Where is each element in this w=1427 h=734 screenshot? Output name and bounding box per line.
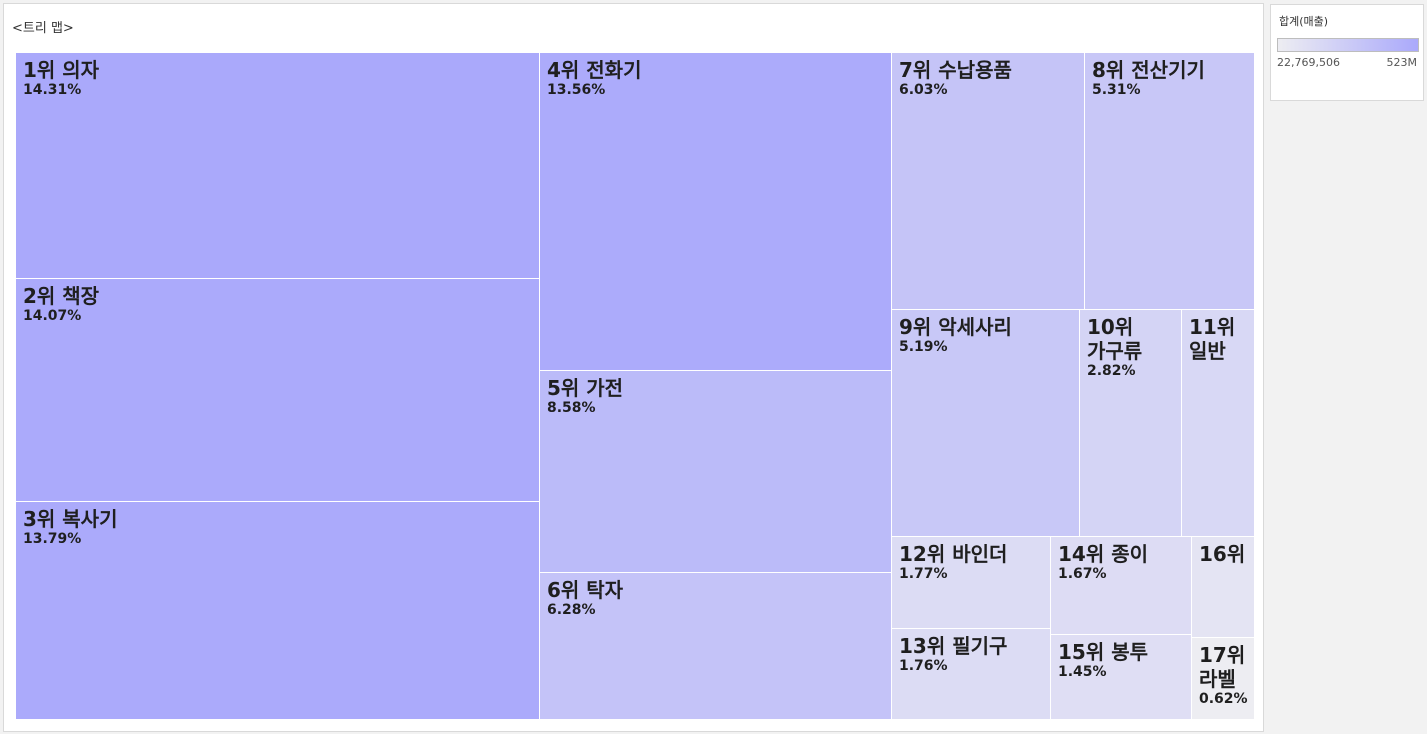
tile-percentage: 2.82% xyxy=(1087,363,1136,379)
treemap-tile[interactable]: 15위 봉투 1.45% xyxy=(1051,635,1192,720)
treemap-tile[interactable]: 6위 탁자 6.28% xyxy=(540,573,892,720)
tile-label: 12위 바인더 1.77% xyxy=(899,542,1008,582)
tile-label: 5위 가전 8.58% xyxy=(547,376,624,416)
chart-title: <트리 맵> xyxy=(12,21,74,36)
legend-max-label: 523M xyxy=(1386,56,1418,69)
tile-label: 4위 전화기 13.56% xyxy=(547,58,642,98)
treemap-tile[interactable]: 9위 악세사리 5.19% xyxy=(892,310,1080,537)
tile-percentage: 5.31% xyxy=(1092,82,1141,98)
tile-percentage: 1.77% xyxy=(899,566,948,582)
tile-label: 10위 가구류 2.82% xyxy=(1087,315,1143,379)
tile-label: 14위 종이 1.67% xyxy=(1058,542,1148,582)
tile-percentage: 0.62% xyxy=(1199,691,1248,707)
tile-percentage: 14.31% xyxy=(23,82,82,98)
legend-min-label: 22,769,506 xyxy=(1277,56,1340,69)
tile-percentage: 1.67% xyxy=(1058,566,1107,582)
treemap-tile[interactable]: 16위 xyxy=(1192,537,1255,638)
tile-label: 6위 탁자 6.28% xyxy=(547,578,624,618)
tile-label: 15위 봉투 1.45% xyxy=(1058,640,1148,680)
treemap-tile[interactable]: 17위 라벨 0.62% xyxy=(1192,638,1255,720)
tile-percentage: 5.19% xyxy=(899,339,948,355)
tile-label: 16위 xyxy=(1199,542,1246,566)
tile-label: 1위 의자 14.31% xyxy=(23,58,100,98)
treemap-tile[interactable]: 2위 책장 14.07% xyxy=(16,279,540,502)
tile-percentage: 8.58% xyxy=(547,400,596,416)
treemap-tile[interactable]: 12위 바인더 1.77% xyxy=(892,537,1051,629)
tile-percentage: 1.76% xyxy=(899,658,948,674)
treemap-tile[interactable]: 10위 가구류 2.82% xyxy=(1080,310,1182,537)
treemap-tile[interactable]: 4위 전화기 13.56% xyxy=(540,53,892,371)
tile-label: 11위 일반 xyxy=(1189,315,1236,363)
tile-label: 9위 악세사리 5.19% xyxy=(899,315,1012,355)
color-legend: 합계(매출) 22,769,506 523M xyxy=(1270,4,1424,101)
treemap-tile[interactable]: 13위 필기구 1.76% xyxy=(892,629,1051,720)
treemap-panel: <트리 맵> 1위 의자 14.31% 2위 책장 14.07% 3위 복사기 13.79… xyxy=(3,3,1264,732)
legend-gradient-bar xyxy=(1277,38,1419,52)
treemap-tile[interactable]: 3위 복사기 13.79% xyxy=(16,502,540,720)
tile-percentage: 1.45% xyxy=(1058,664,1107,680)
treemap-tile[interactable]: 1위 의자 14.31% xyxy=(16,53,540,279)
tile-percentage: 13.56% xyxy=(547,82,606,98)
treemap: 1위 의자 14.31% 2위 책장 14.07% 3위 복사기 13.79% 4위 전화기… xyxy=(16,53,1255,720)
tile-percentage: 13.79% xyxy=(23,531,82,547)
tile-percentage: 14.07% xyxy=(23,308,82,324)
treemap-tile[interactable]: 8위 전산기기 5.31% xyxy=(1085,53,1255,310)
tile-label: 2위 책장 14.07% xyxy=(23,284,100,324)
tile-label: 13위 필기구 1.76% xyxy=(899,634,1008,674)
treemap-tile[interactable]: 7위 수납용품 6.03% xyxy=(892,53,1085,310)
tile-label: 8위 전산기기 5.31% xyxy=(1092,58,1205,98)
tile-label: 3위 복사기 13.79% xyxy=(23,507,118,547)
treemap-tile[interactable]: 11위 일반 xyxy=(1182,310,1255,537)
tile-percentage: 6.28% xyxy=(547,602,596,618)
tile-label: 7위 수납용품 6.03% xyxy=(899,58,1012,98)
legend-title: 합계(매출) xyxy=(1279,15,1329,28)
tile-percentage: 6.03% xyxy=(899,82,948,98)
tile-label: 17위 라벨 0.62% xyxy=(1199,643,1248,707)
treemap-tile[interactable]: 5위 가전 8.58% xyxy=(540,371,892,573)
treemap-tile[interactable]: 14위 종이 1.67% xyxy=(1051,537,1192,635)
